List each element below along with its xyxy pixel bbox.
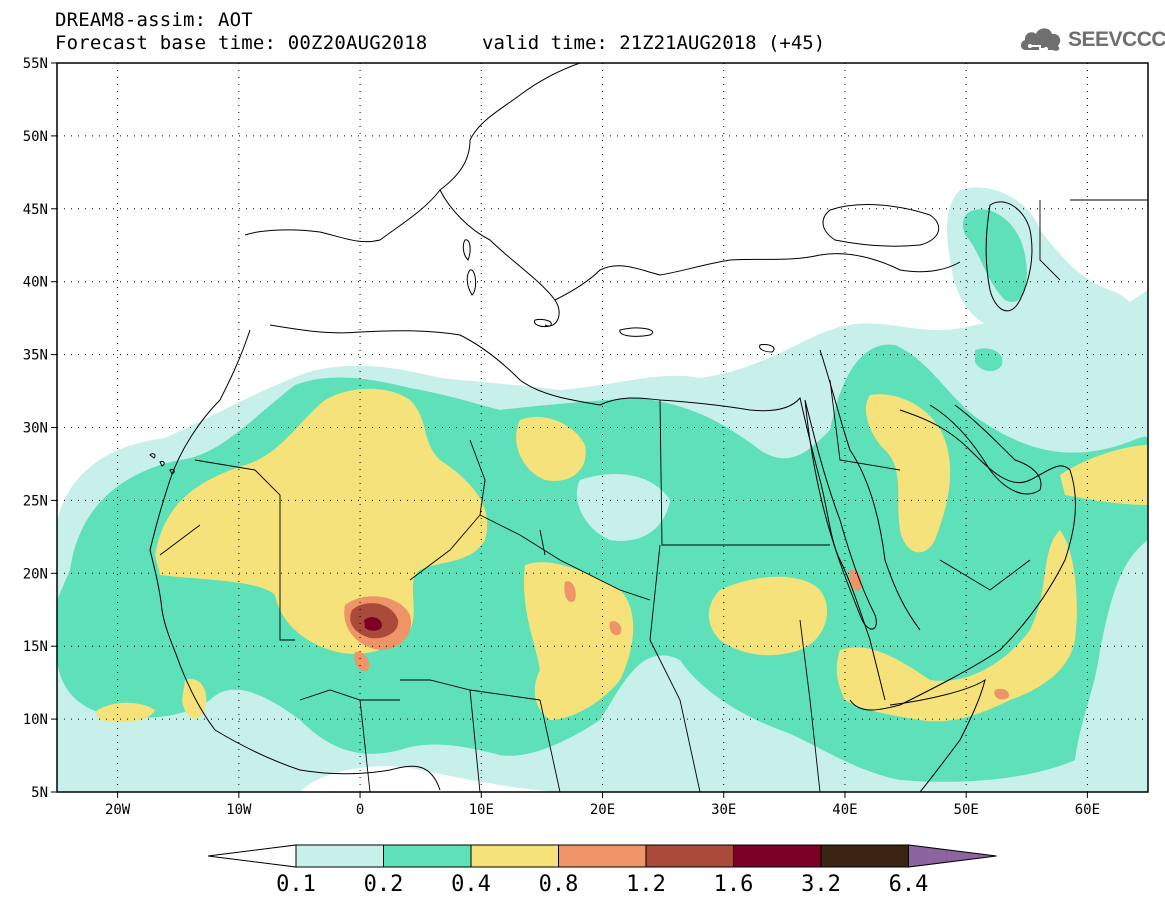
colorbar-swatch (733, 844, 822, 868)
colorbar-swatch (295, 844, 384, 868)
aot-level-0.4-region (182, 679, 207, 719)
aot-level-0.4-region (155, 388, 488, 654)
axis-ticks: 5N 10N 15N 20N 25N 30N 35N 40N 45N 50N 55N 20W 10W 0 1… (23, 56, 1100, 818)
lon-tick-label: 10E (469, 802, 494, 818)
lon-tick-label: 30E (711, 802, 736, 818)
colorbar-swatch (558, 844, 647, 868)
colorbar-level-label: 0.4 (451, 872, 491, 897)
caspian-coastline (985, 201, 1033, 312)
colorbar-swatch (820, 844, 909, 868)
lat-tick-label: 20N (23, 566, 48, 582)
colorbar: 0.1 0.2 0.4 0.8 1.2 1.6 3.2 6.4 (207, 844, 997, 897)
lat-tick-label: 10N (23, 712, 48, 728)
lat-tick-label: 5N (31, 785, 48, 801)
aot-level-0.8-region (994, 688, 1009, 700)
dust-contours (57, 187, 1148, 792)
lon-tick-label: 50E (954, 802, 979, 818)
colorbar-low-arrow (207, 844, 297, 868)
graticule (57, 63, 1148, 792)
lat-tick-label: 15N (23, 639, 48, 655)
lat-tick-label: 45N (23, 202, 48, 218)
aot-level-0.4-region (865, 394, 951, 553)
lat-tick-label: 40N (23, 275, 48, 291)
lat-tick-label: 30N (23, 421, 48, 437)
arabia-coastline (819, 349, 1076, 711)
colorbar-swatch (383, 844, 472, 868)
africa-coastline (149, 324, 886, 791)
horn-coastline (889, 678, 986, 792)
aot-level-1.6-region (364, 617, 382, 631)
red-sea-coastline (804, 399, 877, 630)
islands (149, 239, 775, 475)
aot-level-0.4-region (836, 530, 1077, 722)
lat-tick-label: 35N (23, 348, 48, 364)
lon-tick-label: 0 (356, 802, 364, 818)
colorbar-level-label: 6.4 (889, 872, 929, 897)
aot-level-0.8-region (564, 581, 576, 602)
lon-tick-label: 60E (1075, 802, 1100, 818)
colorbar-level-label: 0.2 (364, 872, 404, 897)
colorbar-swatch (470, 844, 559, 868)
seevccc-logo: SEEVCCC (1018, 22, 1165, 56)
persian-gulf-coastline (929, 404, 1042, 495)
colorbar-level-label: 0.8 (539, 872, 579, 897)
aot-level-0.4-region (523, 562, 634, 720)
aot-level-0.1-hole (576, 474, 670, 541)
aot-level-0.8-region (354, 651, 370, 671)
aot-level-0.4-region (708, 576, 828, 656)
colorbar-level-label: 1.6 (714, 872, 754, 897)
colorbar-level-label: 3.2 (801, 872, 841, 897)
colorbar-level-label: 1.2 (626, 872, 666, 897)
black-sea-coastline (822, 204, 940, 247)
lat-tick-label: 25N (23, 493, 48, 509)
coastlines-borders (149, 63, 1148, 792)
valid-time: valid time: 21Z21AUG2018 (+45) (482, 32, 826, 54)
aot-level-0.2-region (963, 209, 1027, 302)
lat-tick-label: 50N (23, 129, 48, 145)
colorbar-level-label: 0.1 (276, 872, 316, 897)
forecast-base-time: Forecast base time: 00Z20AUG2018 (55, 32, 428, 54)
lon-tick-label: 10W (226, 802, 252, 818)
logo-text: SEEVCCC (1068, 28, 1165, 51)
lat-tick-label: 55N (23, 56, 48, 72)
aot-level-0.2-region (975, 348, 1003, 372)
aot-level-0.4-region (1060, 445, 1148, 505)
lon-tick-label: 20E (590, 802, 615, 818)
colorbar-swatch (645, 844, 734, 868)
aot-level-0.4-region (516, 416, 586, 481)
cloud-logo-icon (1020, 28, 1061, 51)
aot-level-0.4-region (95, 702, 155, 723)
political-borders (159, 199, 1148, 792)
europe-coastline (244, 63, 961, 327)
map-title: DREAM8-assim: AOT (55, 9, 253, 31)
lon-tick-label: 40E (832, 802, 857, 818)
aot-level-0.8-region (609, 621, 622, 636)
colorbar-high-arrow (908, 844, 997, 868)
lon-tick-label: 20W (105, 802, 131, 818)
